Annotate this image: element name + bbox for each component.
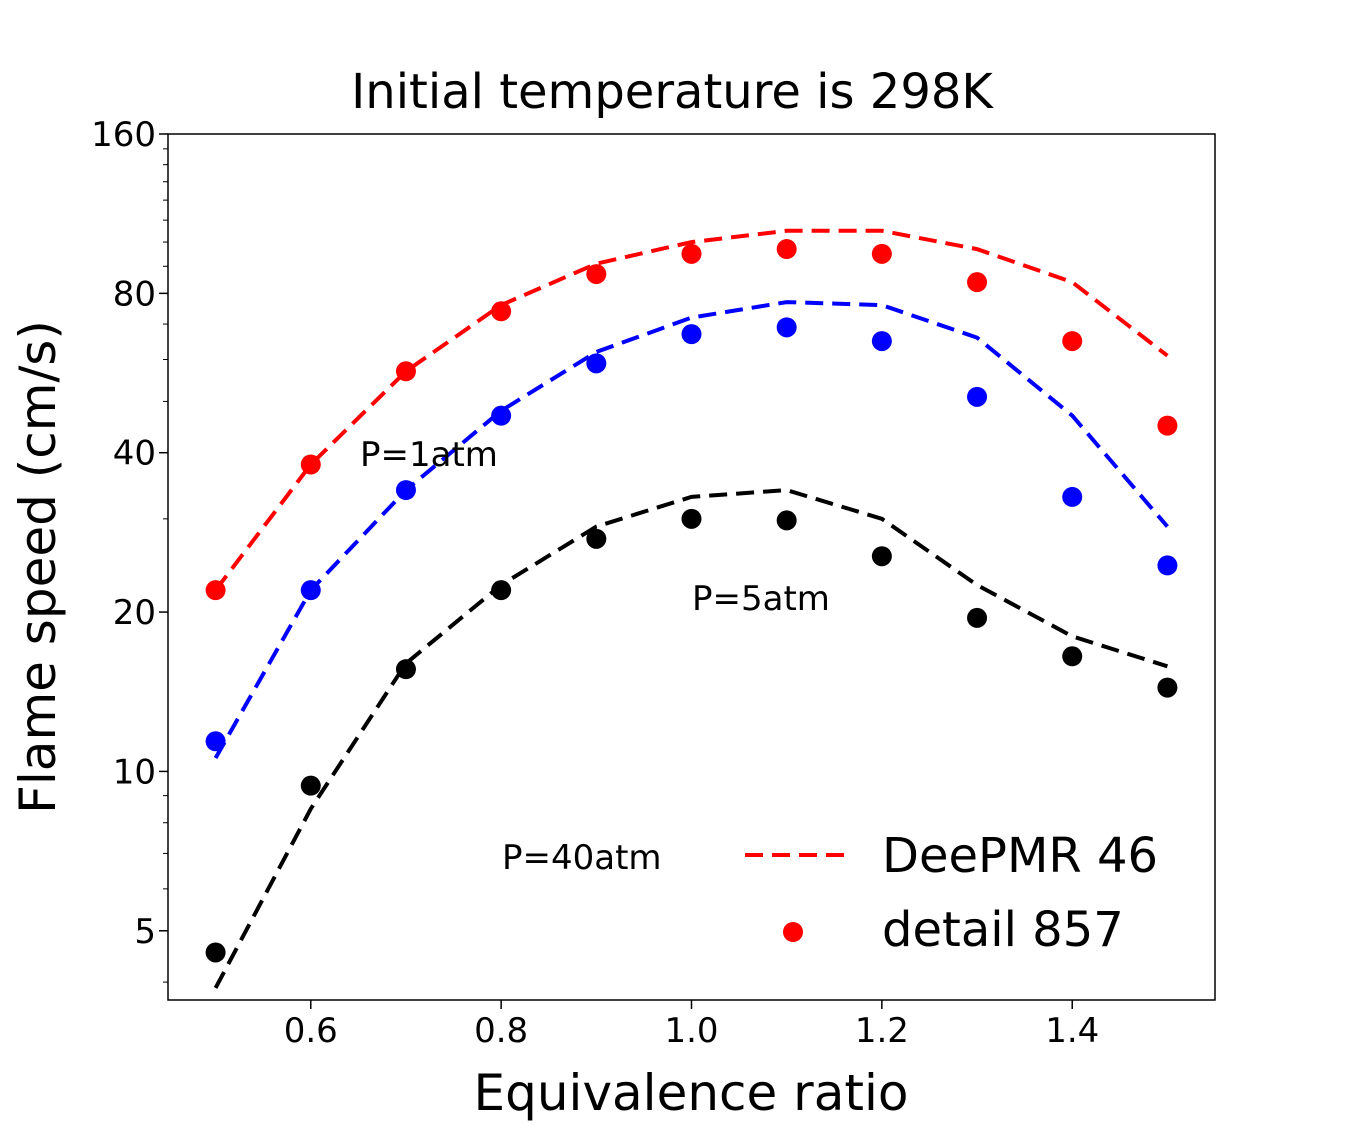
y-tick-label: 10 — [113, 752, 156, 792]
series-line-deepmr-p40atm — [213, 488, 1169, 989]
legend-label-detail: detail 857 — [882, 902, 1124, 958]
data-point-detail — [776, 317, 797, 338]
y-tick-label: 40 — [113, 434, 156, 474]
data-point-detail — [967, 272, 988, 293]
x-tick-label: 0.6 — [284, 1011, 338, 1051]
y-tick-label: 160 — [91, 115, 156, 155]
data-point-detail — [395, 659, 416, 680]
annotation-p1atm: P=1atm — [360, 435, 498, 475]
series-line-deepmr-p5atm — [213, 300, 1169, 759]
data-point-detail — [1157, 677, 1178, 698]
data-point-detail — [491, 405, 512, 426]
legend-label-deepmr: DeePMR 46 — [882, 828, 1158, 884]
data-point-detail — [1157, 555, 1178, 576]
data-point-detail — [776, 510, 797, 531]
y-axis-label: Flame speed (cm/s) — [9, 320, 67, 814]
data-point-detail — [300, 580, 321, 601]
x-tick-label: 1.2 — [855, 1011, 909, 1051]
data-point-detail — [681, 243, 702, 264]
data-point-detail — [1062, 646, 1083, 667]
data-point-detail — [776, 239, 797, 260]
data-point-detail — [586, 353, 607, 374]
data-point-detail — [491, 301, 512, 322]
x-tick-label: 1.0 — [664, 1011, 718, 1051]
data-point-detail — [967, 607, 988, 628]
data-point-detail — [300, 775, 321, 796]
data-point-detail — [871, 243, 892, 264]
series-line-deepmr-p1atm — [214, 228, 1169, 592]
data-point-detail — [300, 454, 321, 475]
data-point-detail — [681, 508, 702, 529]
x-tick-label: 0.8 — [474, 1011, 528, 1051]
legend-marker-swatch — [783, 922, 803, 942]
data-point-detail — [205, 731, 226, 752]
series-layer — [205, 228, 1178, 989]
data-point-detail — [205, 942, 226, 963]
data-point-detail — [967, 386, 988, 407]
data-point-detail — [395, 361, 416, 382]
y-tick-label: 5 — [134, 912, 156, 952]
data-point-detail — [681, 324, 702, 345]
data-point-detail — [871, 546, 892, 567]
data-point-detail — [586, 264, 607, 285]
data-point-detail — [395, 480, 416, 501]
data-point-detail — [871, 331, 892, 352]
x-axis: 0.6 0.8 1.0 1.2 1.4 — [284, 1000, 1099, 1051]
x-axis-label: Equivalence ratio — [474, 1064, 909, 1122]
data-point-detail — [1062, 486, 1083, 507]
chart-title: Initial temperature is 298K — [351, 64, 994, 120]
y-tick-label: 80 — [113, 274, 156, 314]
data-point-detail — [1062, 331, 1083, 352]
annotation-p40atm: P=40atm — [502, 838, 662, 878]
y-tick-label: 20 — [113, 593, 156, 633]
x-tick-label: 1.4 — [1045, 1011, 1099, 1051]
data-point-detail — [205, 580, 226, 601]
data-point-detail — [1157, 415, 1178, 436]
legend: DeePMR 46 detail 857 — [745, 828, 1158, 958]
annotation-p5atm: P=5atm — [692, 579, 830, 619]
data-point-detail — [491, 580, 512, 601]
y-axis: 5 10 20 40 80 160 — [91, 115, 168, 983]
data-point-detail — [586, 528, 607, 549]
